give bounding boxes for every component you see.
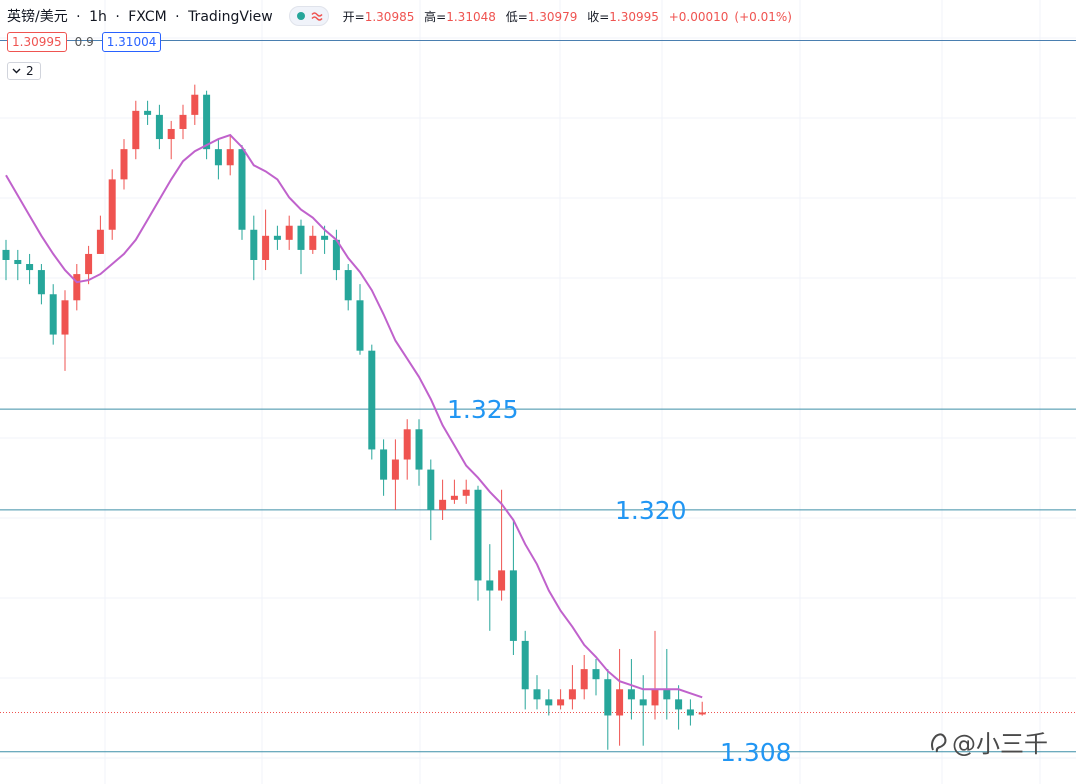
candle-body [663,689,671,700]
candle-body [285,225,293,240]
level-label: 1.325 [447,395,519,424]
candle-body [675,699,683,710]
open-value: 1.30985 [364,9,415,24]
candle-body [368,350,376,450]
candle-body [14,259,22,265]
separator: · [76,9,81,25]
candle-body [37,270,45,295]
candle-body [49,294,57,335]
indicator-count: 2 [26,64,34,78]
level-label: 1.308 [720,738,792,767]
candle-body [450,495,458,500]
candle-body [297,225,305,250]
candle-body [356,300,364,351]
candle-body [427,469,435,510]
candle-body [273,235,281,240]
candle-body [61,300,69,335]
candle-body [415,429,423,470]
level-label: 1.320 [615,496,687,525]
open-label: 开= [342,9,365,24]
watermark: @小三千 [928,724,1048,759]
candle-body [144,110,152,115]
high-value: 1.31048 [446,9,496,24]
change: +0.00010 [668,9,729,24]
candle-body [651,689,659,706]
candle-body [698,712,706,715]
candle-body [108,179,116,230]
chevron-icon [12,68,21,74]
candle-body [332,239,340,271]
candle-body [592,669,600,680]
candle-body [545,699,553,706]
candle-body [167,128,175,140]
buy-price[interactable]: 1.31004 [101,32,162,52]
candle-body [155,114,163,140]
candle-body [686,709,694,716]
candle-body [309,235,317,250]
candle-body [639,699,647,706]
close-label: 收= [587,9,610,24]
candle-body [439,499,447,510]
interval: 1h [89,9,107,25]
spread: 0.9 [74,35,94,49]
trade-buttons: 1.30995 0.9 1.31004 [7,32,162,52]
candle-body [214,149,222,166]
sell-price[interactable]: 1.30995 [7,32,67,52]
candle-body [616,689,624,716]
separator: · [115,9,120,25]
watermark-icon [931,732,947,752]
symbol: 英镑/美元 [7,9,68,25]
candle-body [557,699,565,706]
candle-body [486,580,494,591]
candle-body [250,229,258,260]
candle-body [2,249,10,260]
candle-body [521,640,529,690]
candle-body [85,253,93,275]
change-pct: (+0.01%) [734,9,792,24]
candle-body [321,235,329,240]
platform: TradingView [188,9,273,25]
candle-body [96,229,104,254]
candle-body [604,679,612,716]
high-label: 高= [424,9,447,24]
candle-body [568,689,576,700]
candle-body [380,449,388,480]
low-value: 1.30979 [527,9,578,24]
candle-body [627,689,635,700]
candle-body [344,270,352,301]
candle-body [191,94,199,115]
low-label: 低= [505,9,528,24]
candle-body [580,669,588,690]
separator: · [175,9,180,25]
candle-body [73,274,81,301]
candle-body [226,149,234,166]
status-pill[interactable] [288,6,329,26]
close-value: 1.30995 [609,9,659,24]
candle-body [498,570,506,591]
indicator-toggle[interactable]: 2 [7,62,41,80]
candle-body [262,235,270,260]
candle-body [120,149,128,180]
candle-body [474,489,482,581]
candle-body [462,489,470,496]
watermark-text: @小三千 [952,730,1048,758]
candle-body [203,94,211,150]
candle-body [403,429,411,460]
legend-header: 英镑/美元 · 1h · FXCM · TradingView 开=1.3098… [7,6,798,26]
candle-body [179,114,187,129]
broker: FXCM [128,9,167,25]
candle-body [26,264,34,271]
candle-body [391,459,399,480]
moving-average [5,133,703,699]
candle-body [132,110,140,150]
candle-body [238,149,246,230]
candle-body [533,689,541,700]
candle-body [509,570,517,641]
